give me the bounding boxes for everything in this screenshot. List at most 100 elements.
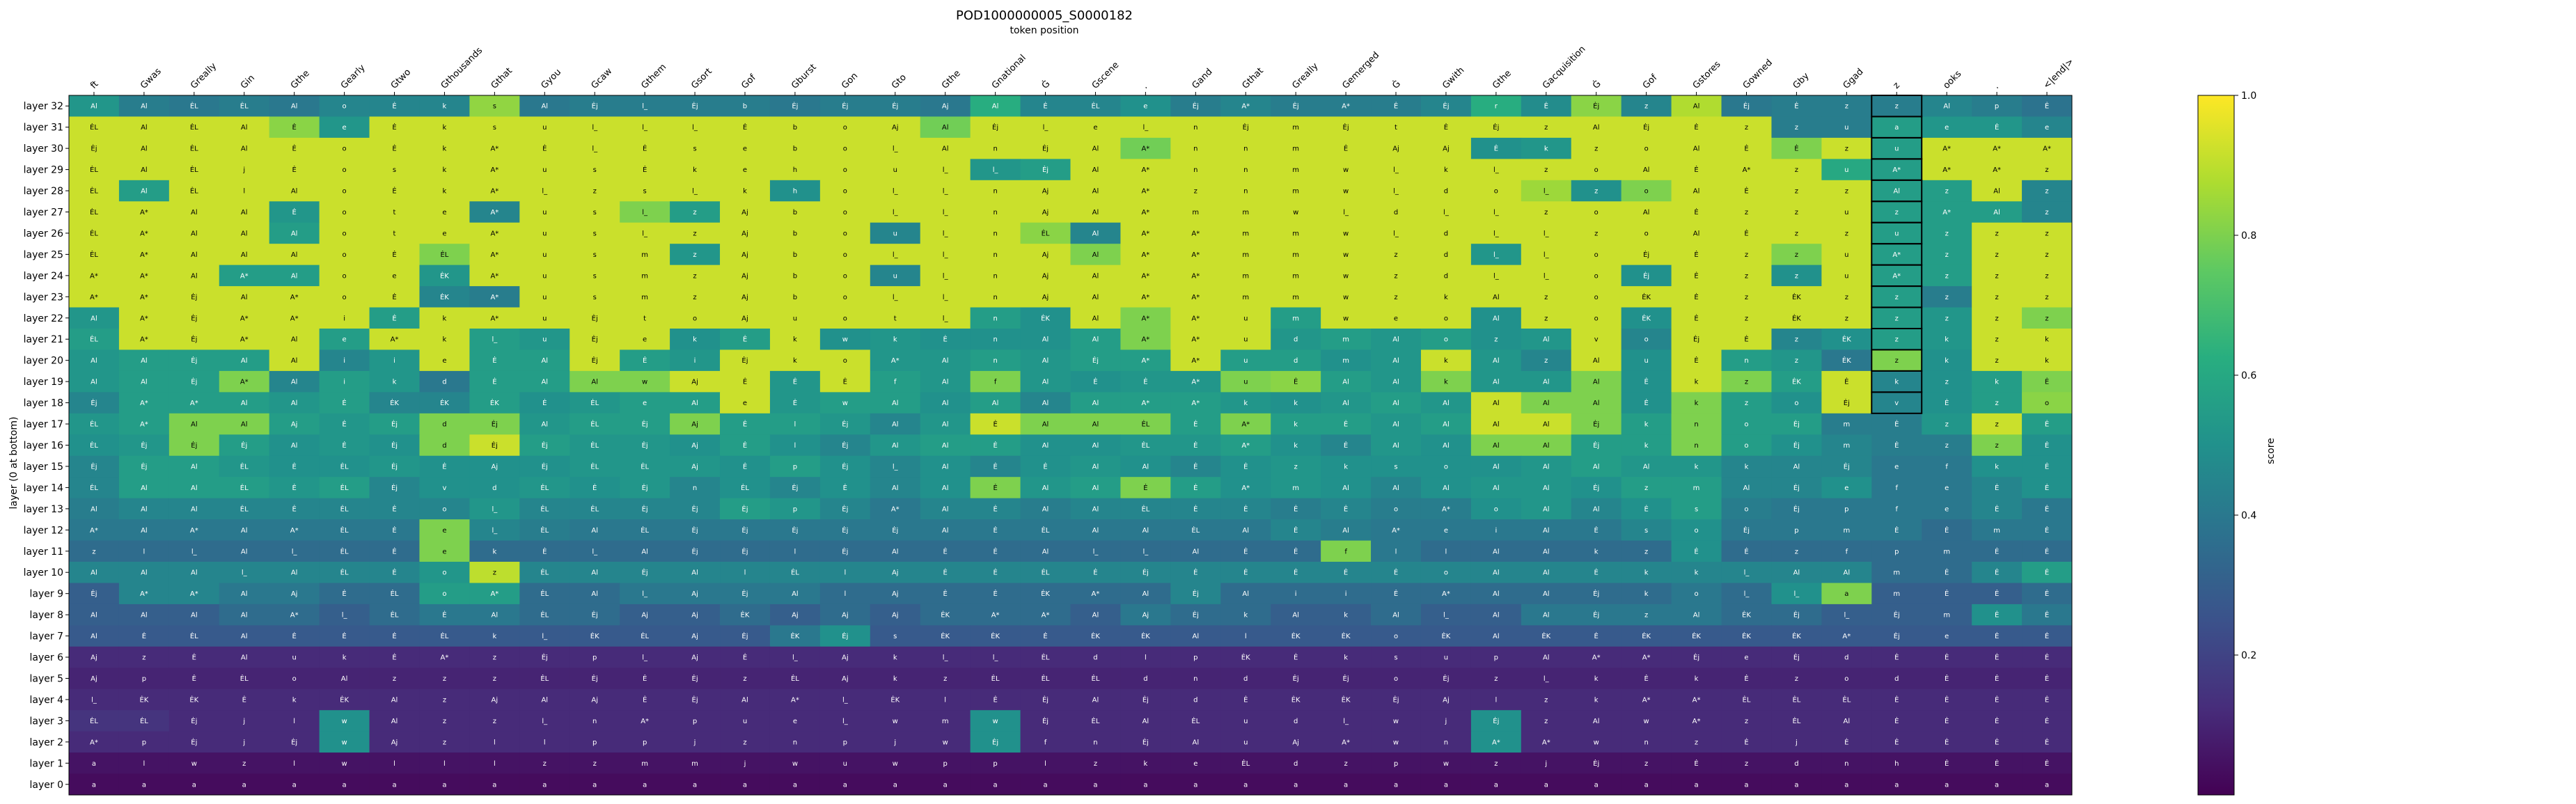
heatmap-cell bbox=[769, 646, 821, 668]
heatmap-cell bbox=[369, 668, 420, 690]
heatmap-cell bbox=[269, 583, 320, 605]
heatmap-cell bbox=[69, 455, 120, 478]
heatmap-cell bbox=[369, 434, 420, 457]
heatmap-cell bbox=[870, 477, 921, 499]
heatmap-cell bbox=[769, 392, 821, 414]
heatmap-cell-label: Ė bbox=[342, 441, 346, 450]
heatmap-cell-label: k bbox=[1243, 400, 1248, 407]
heatmap-cell bbox=[1120, 583, 1171, 605]
heatmap-cell bbox=[1671, 137, 1722, 159]
heatmap-cell bbox=[219, 286, 270, 308]
heatmap-cell-label: l bbox=[1044, 760, 1046, 768]
heatmap-cell bbox=[1321, 562, 1372, 583]
heatmap-cell bbox=[1821, 137, 1872, 159]
heatmap-cell bbox=[1521, 455, 1572, 478]
heatmap-cell bbox=[1721, 180, 1772, 202]
y-tick-label: layer 9 bbox=[30, 589, 63, 600]
heatmap-cell bbox=[2022, 519, 2073, 542]
heatmap-cell-label: u bbox=[893, 166, 897, 174]
heatmap-cell bbox=[570, 625, 620, 647]
heatmap-cell-label: o bbox=[693, 315, 697, 322]
heatmap-cell bbox=[1821, 752, 1872, 775]
heatmap-cell-label: u bbox=[1243, 357, 1248, 365]
heatmap-cell bbox=[519, 668, 570, 690]
heatmap-cell bbox=[1070, 392, 1121, 414]
heatmap-cell bbox=[1771, 434, 1822, 457]
heatmap-cell bbox=[1571, 95, 1622, 117]
heatmap-cell bbox=[269, 413, 320, 435]
heatmap-cell-label: z bbox=[1945, 230, 1949, 237]
heatmap-cell-label: Ėj bbox=[1443, 674, 1449, 683]
heatmap-cell bbox=[1721, 392, 1772, 414]
heatmap-cell bbox=[1120, 668, 1171, 690]
heatmap-cell bbox=[1070, 604, 1121, 626]
heatmap-cell bbox=[469, 668, 520, 690]
heatmap-cell-label: Ė bbox=[392, 250, 396, 259]
heatmap-cell-label: f bbox=[1895, 484, 1898, 492]
heatmap-cell bbox=[168, 201, 220, 223]
heatmap-cell-label: a bbox=[943, 781, 948, 789]
heatmap-cell bbox=[970, 752, 1021, 775]
heatmap-cell-label: o bbox=[1394, 505, 1398, 513]
heatmap-cell bbox=[1420, 265, 1472, 287]
heatmap-cell bbox=[720, 434, 771, 457]
heatmap-cell bbox=[69, 773, 120, 796]
heatmap-cell bbox=[920, 583, 971, 605]
heatmap-cell bbox=[819, 349, 871, 372]
heatmap-cell-label: r bbox=[1495, 103, 1498, 111]
heatmap-cell bbox=[219, 201, 270, 223]
heatmap-cell-label: m bbox=[1342, 357, 1349, 365]
heatmap-cell bbox=[219, 413, 270, 435]
heatmap-cell-label: ĖL bbox=[340, 483, 349, 492]
heatmap-cell bbox=[1721, 116, 1772, 139]
heatmap-cell bbox=[1170, 137, 1221, 159]
heatmap-cell bbox=[419, 710, 470, 732]
heatmap-cell bbox=[1170, 583, 1221, 605]
heatmap-cell-label: Ė bbox=[643, 144, 647, 153]
heatmap-cell-label: Al bbox=[1493, 590, 1500, 598]
heatmap-cell-label: Al bbox=[341, 675, 348, 683]
heatmap-cell bbox=[620, 349, 670, 372]
heatmap-cell bbox=[369, 137, 420, 159]
heatmap-cell bbox=[1671, 710, 1722, 732]
heatmap-cell-label: Ėj bbox=[1443, 102, 1449, 111]
heatmap-cell-label: a bbox=[1995, 781, 1999, 789]
x-tick-label: Gtwo bbox=[389, 67, 414, 91]
heatmap-cell bbox=[1922, 307, 1972, 329]
heatmap-cell bbox=[269, 477, 320, 499]
heatmap-cell-label: A* bbox=[1342, 739, 1350, 746]
heatmap-cell-label: o bbox=[1444, 336, 1448, 344]
heatmap-cell-label: z bbox=[1494, 336, 1498, 344]
heatmap-cell bbox=[1721, 668, 1772, 690]
heatmap-cell bbox=[570, 498, 620, 520]
heatmap-cell bbox=[1220, 583, 1271, 605]
heatmap-cell-label: f bbox=[1344, 548, 1347, 555]
heatmap-cell-label: Al bbox=[1543, 379, 1550, 386]
heatmap-cell-label: z bbox=[2045, 166, 2048, 174]
heatmap-cell-label: l_ bbox=[642, 590, 648, 598]
heatmap-cell-label: Ė bbox=[392, 568, 396, 577]
heatmap-cell-label: l bbox=[794, 548, 796, 555]
heatmap-cell bbox=[1271, 434, 1321, 457]
heatmap-cell bbox=[1220, 222, 1271, 244]
heatmap-cell-label: Al bbox=[191, 251, 198, 259]
heatmap-cell-label: m bbox=[1242, 294, 1249, 301]
heatmap-cell bbox=[670, 752, 721, 775]
heatmap-cell-label: l_ bbox=[1844, 612, 1850, 620]
heatmap-cell-label: A* bbox=[490, 188, 498, 196]
heatmap-cell bbox=[1220, 201, 1271, 223]
heatmap-cell-label: p bbox=[142, 675, 146, 683]
heatmap-cell-label: Al bbox=[942, 421, 949, 429]
heatmap-cell bbox=[870, 265, 921, 287]
heatmap-cell-label: w bbox=[993, 718, 998, 725]
heatmap-cell-label: Al bbox=[1443, 442, 1450, 450]
heatmap-cell-label: A* bbox=[1892, 166, 1901, 174]
heatmap-cell-label: z bbox=[1544, 166, 1548, 174]
heatmap-cell-label: z bbox=[1795, 188, 1798, 196]
heatmap-cell-label: l_ bbox=[642, 209, 648, 216]
heatmap-cell-label: Al bbox=[291, 336, 298, 344]
heatmap-cell-label: Ė bbox=[643, 695, 647, 704]
heatmap-cell bbox=[870, 222, 921, 244]
heatmap-cell-label: A* bbox=[90, 527, 98, 535]
heatmap-cell bbox=[1771, 710, 1822, 732]
